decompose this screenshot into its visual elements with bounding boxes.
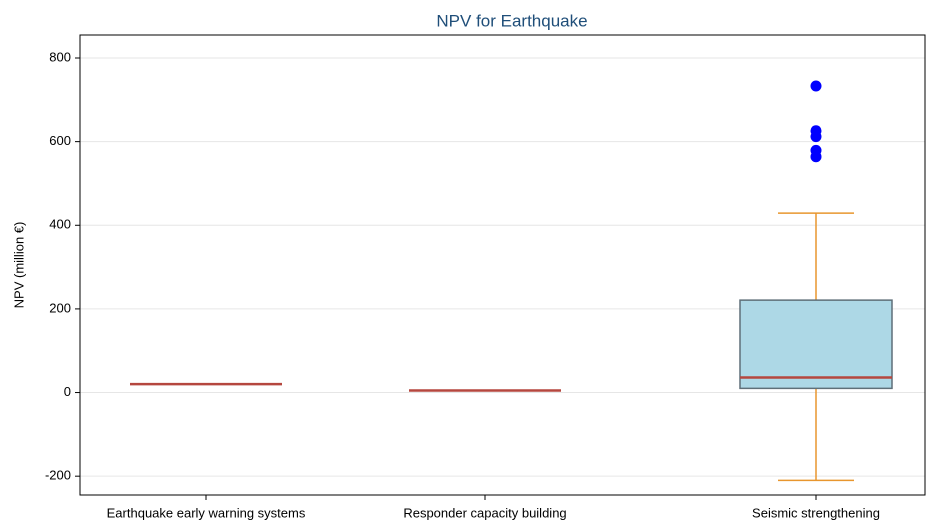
x-tick-label: Seismic strengthening: [752, 505, 880, 520]
y-tick-label: 800: [49, 49, 71, 64]
y-tick-label: 200: [49, 300, 71, 315]
outlier: [810, 131, 822, 143]
x-tick-label: Responder capacity building: [403, 505, 566, 520]
y-tick-label: 600: [49, 133, 71, 148]
y-tick-label: 400: [49, 217, 71, 232]
x-tick-label: Earthquake early warning systems: [107, 505, 306, 520]
box: [739, 299, 893, 390]
y-tick-label: -200: [45, 468, 71, 483]
outlier: [810, 80, 822, 92]
outlier: [810, 151, 822, 163]
y-axis-label: NPV (million €): [11, 222, 26, 309]
plot-frame: [79, 34, 926, 496]
chart-title: NPV for Earthquake: [436, 11, 587, 30]
y-tick-label: 0: [64, 384, 71, 399]
